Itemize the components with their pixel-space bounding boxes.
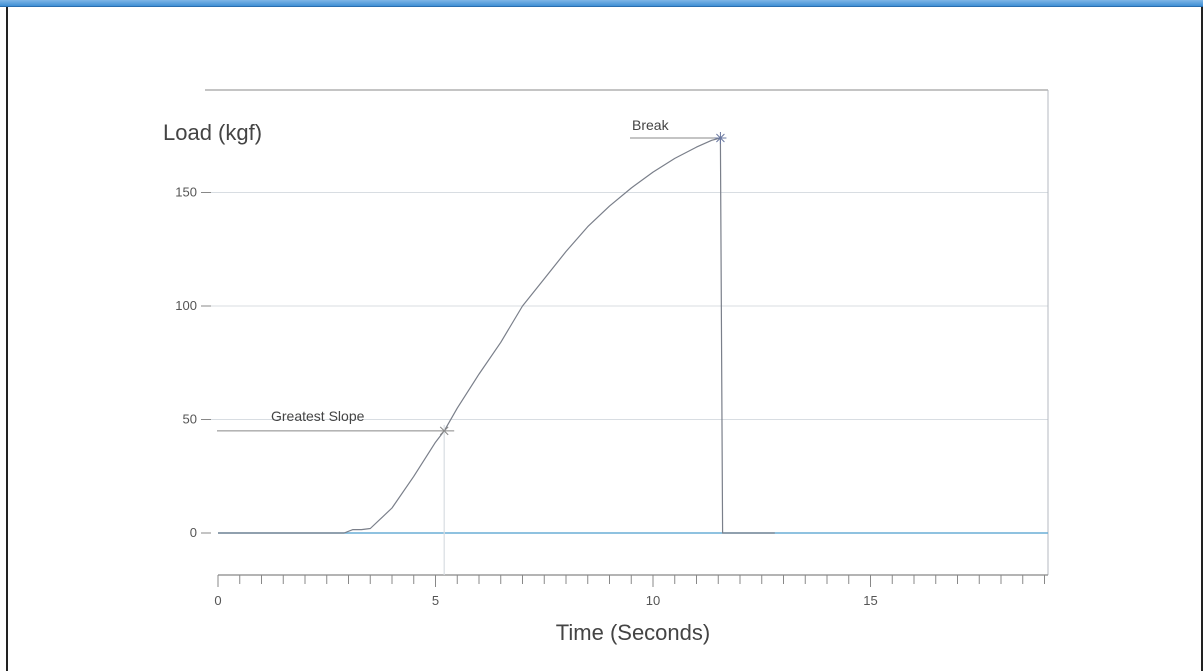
x-tick-label: 15	[863, 593, 877, 608]
greatest-slope-marker	[439, 426, 449, 436]
series-layer	[218, 137, 1048, 534]
y-tick-label: 100	[175, 298, 197, 313]
annotation-layer: Greatest Slope Break	[217, 117, 727, 575]
content-frame	[6, 7, 1203, 671]
window-title-bar	[0, 0, 1203, 7]
y-tick-label: 0	[190, 525, 197, 540]
load-curve	[218, 137, 775, 534]
x-axis-label: Time (Seconds)	[556, 620, 710, 645]
grid-lines	[205, 192, 1048, 420]
x-tick-label: 5	[432, 593, 439, 608]
x-tick-label: 0	[214, 593, 221, 608]
x-tick-label: 10	[646, 593, 660, 608]
axes: 0 50 100 150 0 5 10 15	[175, 89, 1049, 608]
y-axis-label: Load (kgf)	[163, 120, 262, 145]
y-tick-label: 50	[183, 412, 197, 427]
break-marker	[714, 132, 727, 145]
break-label: Break	[632, 117, 670, 133]
y-tick-label: 150	[175, 185, 197, 200]
greatest-slope-label: Greatest Slope	[271, 408, 365, 424]
